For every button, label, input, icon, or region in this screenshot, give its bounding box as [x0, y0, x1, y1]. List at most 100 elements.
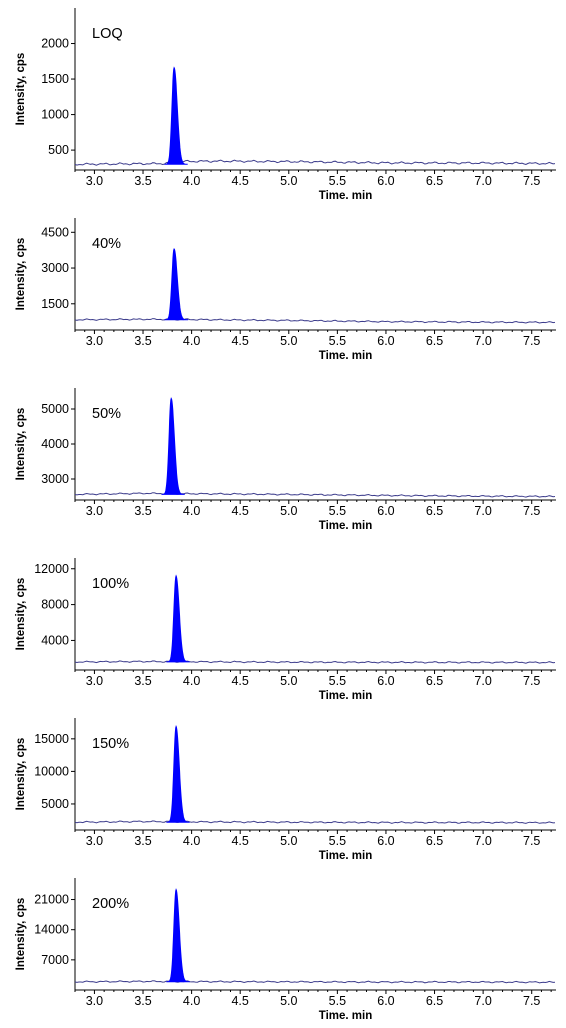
y-tick-label: 5000 [41, 797, 69, 811]
x-tick-label: 6.5 [426, 994, 443, 1008]
x-tick-label: 6.0 [377, 834, 394, 848]
x-tick-label: 4.0 [183, 174, 200, 188]
x-tick-label: 7.5 [523, 334, 540, 348]
x-tick-label: 3.0 [86, 674, 103, 688]
y-tick-label: 7000 [41, 953, 69, 967]
x-axis-label: Time. min [319, 520, 372, 532]
x-tick-label: 4.5 [231, 174, 248, 188]
x-tick-label: 7.0 [474, 994, 491, 1008]
peak-mark [161, 397, 185, 495]
x-tick-label: 6.0 [377, 674, 394, 688]
baseline-trace [74, 980, 556, 984]
x-axis-label: Time. min [319, 690, 372, 702]
x-tick-label: 4.5 [231, 504, 248, 518]
baseline-trace [74, 820, 556, 824]
x-tick-label: 3.5 [134, 334, 151, 348]
baseline-trace [74, 318, 556, 324]
x-tick-label: 3.5 [134, 674, 151, 688]
y-tick-label: 3000 [41, 472, 69, 486]
x-tick-label: 4.5 [231, 674, 248, 688]
x-tick-label: 5.0 [280, 674, 297, 688]
x-tick-label: 5.0 [280, 834, 297, 848]
x-tick-label: 5.0 [280, 994, 297, 1008]
chart-panel-4: 3.0 3.5 4.0 4.5 5.0 5.5 6.0 6.5 7.0 7.5 4000 8000 12… [15, 558, 556, 702]
x-tick-label: 4.5 [231, 834, 248, 848]
y-tick-label: 2000 [41, 37, 69, 51]
chart-panel-2: 3.0 3.5 4.0 4.5 5.0 5.5 6.0 6.5 7.0 7.5 1500 3000 45… [15, 218, 556, 362]
x-tick-label: 4.0 [183, 334, 200, 348]
y-tick-label: 1500 [41, 72, 69, 86]
chart-panel-5: 3.0 3.5 4.0 4.5 5.0 5.5 6.0 6.5 7.0 7.5 5000 10000 1… [15, 718, 556, 862]
x-tick-label: 3.0 [86, 174, 103, 188]
x-tick-label: 7.0 [474, 834, 491, 848]
y-axis-label: Intensity, cps [15, 238, 27, 311]
x-tick-label: 6.5 [426, 334, 443, 348]
y-tick-label: 8000 [41, 598, 69, 612]
x-tick-label: 6.5 [426, 174, 443, 188]
x-tick-label: 5.5 [329, 994, 346, 1008]
x-tick-label: 4.0 [183, 994, 200, 1008]
chart-panel-6: 3.0 3.5 4.0 4.5 5.0 5.5 6.0 6.5 7.0 7.5 7000 14000 2… [15, 878, 556, 1022]
x-axis-label: Time. min [319, 350, 372, 362]
x-tick-label: 3.5 [134, 994, 151, 1008]
x-tick-label: 6.0 [377, 334, 394, 348]
y-tick-label: 10000 [34, 764, 69, 778]
x-tick-label: 3.0 [86, 504, 103, 518]
x-tick-label: 6.5 [426, 674, 443, 688]
y-tick-label: 3000 [41, 261, 69, 275]
x-tick-label: 7.0 [474, 504, 491, 518]
y-tick-label: 4000 [41, 437, 69, 451]
x-tick-label: 5.0 [280, 174, 297, 188]
panel-label: 100% [92, 576, 129, 592]
chart-panel-3: 3.0 3.5 4.0 4.5 5.0 5.5 6.0 6.5 7.0 7.5 3000 4000 50… [15, 388, 556, 532]
x-tick-label: 4.0 [183, 674, 200, 688]
y-tick-label: 4500 [41, 225, 69, 239]
x-tick-label: 7.5 [523, 174, 540, 188]
x-tick-label: 4.0 [183, 504, 200, 518]
y-axis-label: Intensity, cps [15, 738, 27, 811]
panel-label: LOQ [92, 26, 123, 42]
baseline-trace [74, 660, 556, 664]
x-axis-label: Time. min [319, 850, 372, 862]
panel-label: 40% [92, 236, 121, 252]
panel-label: 50% [92, 406, 121, 422]
y-tick-label: 4000 [41, 633, 69, 647]
x-tick-label: 6.0 [377, 174, 394, 188]
x-tick-label: 7.0 [474, 174, 491, 188]
x-tick-label: 4.0 [183, 834, 200, 848]
x-tick-label: 3.0 [86, 334, 103, 348]
x-tick-label: 6.0 [377, 504, 394, 518]
y-tick-label: 500 [48, 143, 69, 157]
x-tick-label: 6.5 [426, 834, 443, 848]
peak-mark [164, 66, 188, 165]
y-tick-label: 14000 [34, 923, 69, 937]
x-tick-label: 5.5 [329, 174, 346, 188]
y-tick-label: 15000 [34, 732, 69, 746]
x-tick-label: 3.0 [86, 994, 103, 1008]
x-tick-label: 3.5 [134, 174, 151, 188]
y-axis-label: Intensity, cps [15, 408, 27, 481]
y-axis-label: Intensity, cps [15, 578, 27, 651]
x-tick-label: 7.5 [523, 504, 540, 518]
y-axis-label: Intensity, cps [15, 53, 27, 126]
x-tick-label: 5.5 [329, 834, 346, 848]
y-tick-label: 1500 [41, 297, 69, 311]
peak-mark [166, 724, 190, 823]
x-tick-label: 5.0 [280, 334, 297, 348]
chart-panel-1: 3.0 3.5 4.0 4.5 5.0 5.5 6.0 6.5 7.0 7.5 500 1000 150… [15, 8, 556, 202]
baseline-trace [74, 159, 556, 166]
x-tick-label: 3.5 [134, 834, 151, 848]
x-tick-label: 6.5 [426, 504, 443, 518]
y-tick-label: 1000 [41, 108, 69, 122]
x-tick-label: 3.0 [86, 834, 103, 848]
y-tick-label: 21000 [34, 893, 69, 907]
x-tick-label: 4.5 [231, 334, 248, 348]
x-tick-label: 7.5 [523, 834, 540, 848]
x-tick-label: 5.0 [280, 504, 297, 518]
x-tick-label: 4.5 [231, 994, 248, 1008]
x-tick-label: 5.5 [329, 504, 346, 518]
y-axis-label: Intensity, cps [15, 898, 27, 971]
panel-label: 150% [92, 736, 129, 752]
peak-mark [166, 888, 190, 983]
